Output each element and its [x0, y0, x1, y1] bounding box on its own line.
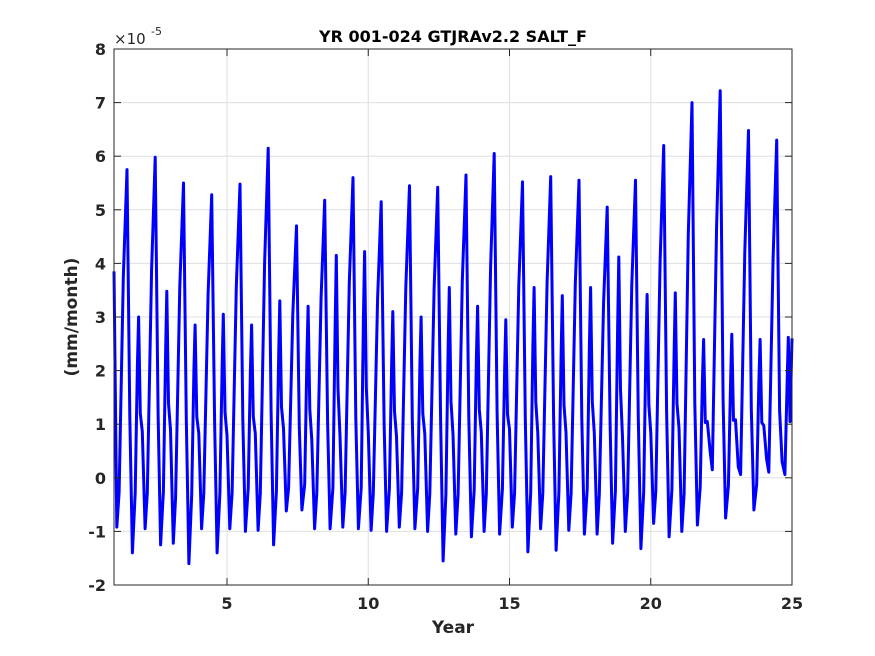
y-tick-labels: -2 -1 0 1 2 3 4 5 6 7 8	[88, 40, 106, 595]
x-tick-label: 15	[498, 594, 520, 613]
y-tick-label: 2	[95, 362, 106, 381]
series-line	[112, 89, 794, 566]
x-tick-labels: 5 10 15 20 25	[221, 594, 803, 613]
y-tick-label: -1	[88, 522, 106, 541]
y-tick-label: -2	[88, 576, 106, 595]
y-axis-title: (mm/month)	[62, 258, 82, 377]
y-tick-label: 3	[95, 308, 106, 327]
y-tick-label: 4	[95, 254, 106, 273]
axis-ticks	[114, 48, 793, 586]
y-multiplier-base: ×10	[114, 30, 146, 48]
y-tick-label: 8	[95, 40, 106, 59]
y-tick-label: 0	[95, 469, 106, 488]
x-tick-label: 25	[781, 594, 803, 613]
y-tick-label: 1	[95, 415, 106, 434]
x-axis-title: Year	[431, 618, 475, 638]
x-tick-label: 10	[357, 594, 379, 613]
y-multiplier-exponent: -5	[151, 25, 162, 38]
x-tick-label: 5	[221, 594, 232, 613]
y-tick-label: 5	[95, 201, 106, 220]
y-tick-label: 7	[95, 94, 106, 113]
x-tick-label: 20	[640, 594, 662, 613]
chart-title: YR 001-024 GTJRAv2.2 SALT_F	[318, 27, 587, 46]
y-tick-label: 6	[95, 147, 106, 166]
